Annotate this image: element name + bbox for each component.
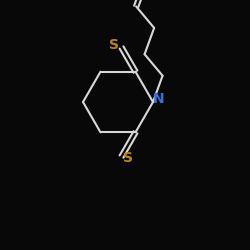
Text: N: N	[153, 92, 165, 106]
Text: S: S	[110, 38, 120, 52]
Text: S: S	[124, 150, 134, 164]
